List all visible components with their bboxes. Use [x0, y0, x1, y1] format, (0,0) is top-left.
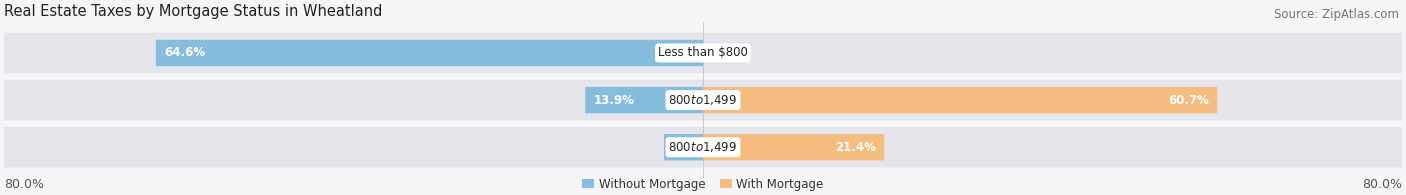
FancyBboxPatch shape — [4, 80, 1402, 120]
Text: 21.4%: 21.4% — [835, 141, 876, 154]
Text: 80.0%: 80.0% — [4, 178, 44, 191]
Text: 4.6%: 4.6% — [672, 141, 706, 154]
Text: Less than $800: Less than $800 — [658, 46, 748, 59]
Text: 60.7%: 60.7% — [1168, 94, 1209, 107]
FancyBboxPatch shape — [156, 40, 703, 66]
FancyBboxPatch shape — [703, 134, 884, 160]
Legend: Without Mortgage, With Mortgage: Without Mortgage, With Mortgage — [582, 178, 824, 191]
Text: $800 to $1,499: $800 to $1,499 — [668, 140, 738, 154]
FancyBboxPatch shape — [664, 134, 703, 160]
Text: 80.0%: 80.0% — [1362, 178, 1402, 191]
FancyBboxPatch shape — [703, 87, 1218, 113]
FancyBboxPatch shape — [4, 33, 1402, 73]
Text: 0.0%: 0.0% — [711, 46, 741, 59]
FancyBboxPatch shape — [585, 87, 703, 113]
Text: 64.6%: 64.6% — [165, 46, 205, 59]
Text: Real Estate Taxes by Mortgage Status in Wheatland: Real Estate Taxes by Mortgage Status in … — [4, 4, 382, 19]
FancyBboxPatch shape — [4, 127, 1402, 168]
Text: Source: ZipAtlas.com: Source: ZipAtlas.com — [1274, 8, 1399, 21]
Text: 13.9%: 13.9% — [593, 94, 634, 107]
Text: $800 to $1,499: $800 to $1,499 — [668, 93, 738, 107]
